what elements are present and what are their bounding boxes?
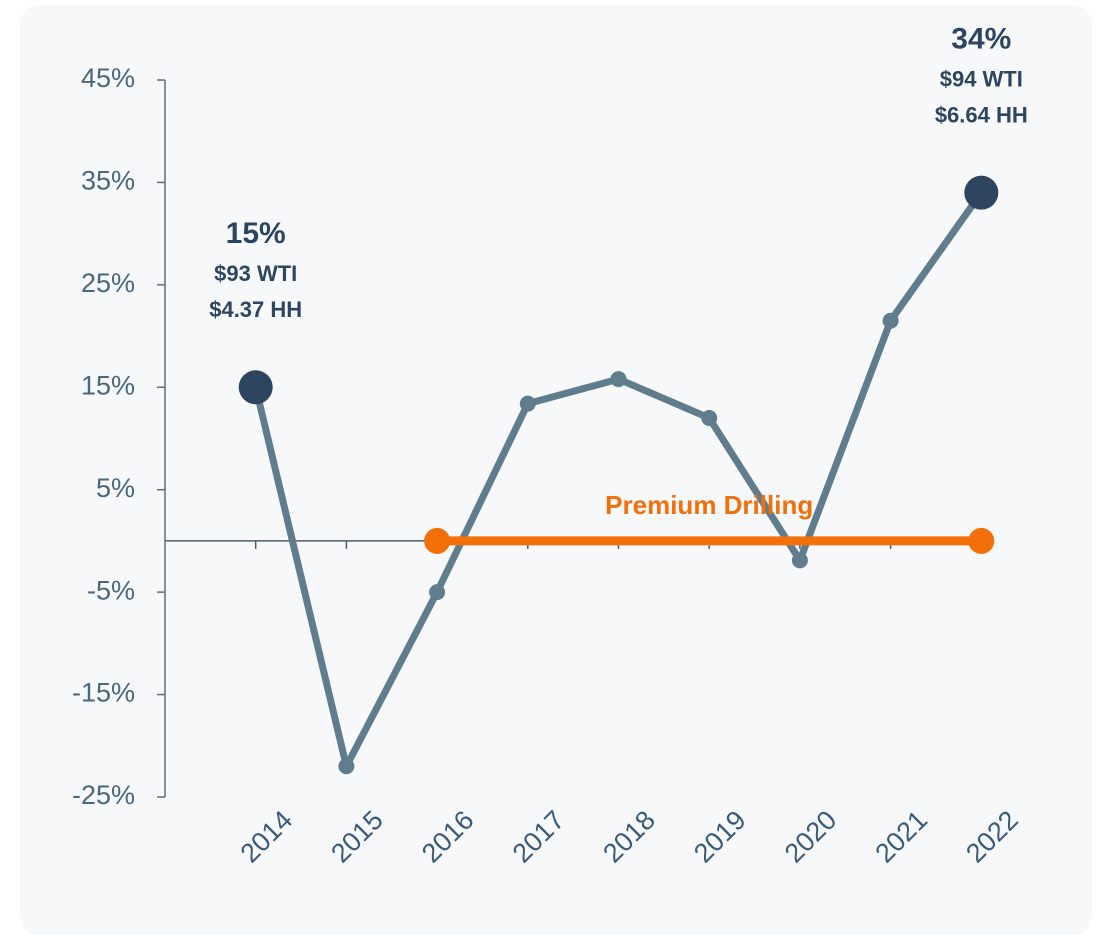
- point: [429, 584, 446, 601]
- y-tick-label: 45%: [81, 63, 135, 93]
- y-tick-label: 5%: [96, 473, 135, 503]
- highlight-point: [238, 370, 273, 405]
- y-tick-label: -15%: [72, 678, 135, 708]
- y-tick-label: 25%: [81, 268, 135, 298]
- data-label: 15%: [226, 217, 286, 250]
- y-tick-label: -5%: [87, 575, 135, 605]
- annotation: $93 WTI: [214, 261, 297, 286]
- chart-panel: [20, 5, 1092, 935]
- annotation: $4.37 HH: [209, 297, 302, 322]
- point: [610, 371, 627, 388]
- y-tick-label: -25%: [72, 780, 135, 810]
- series-label: Premium Drilling: [605, 490, 813, 520]
- annotation: $94 WTI: [940, 66, 1023, 91]
- y-tick-label: 35%: [81, 166, 135, 196]
- point: [882, 312, 899, 329]
- range-endpoint: [424, 527, 451, 554]
- point: [338, 758, 355, 775]
- point: [791, 552, 808, 569]
- range-endpoint: [968, 527, 995, 554]
- point: [519, 395, 536, 412]
- y-tick-label: 15%: [81, 370, 135, 400]
- annotation: $6.64 HH: [935, 102, 1028, 127]
- data-label: 34%: [951, 23, 1011, 56]
- point: [701, 410, 718, 427]
- highlight-point: [964, 175, 999, 210]
